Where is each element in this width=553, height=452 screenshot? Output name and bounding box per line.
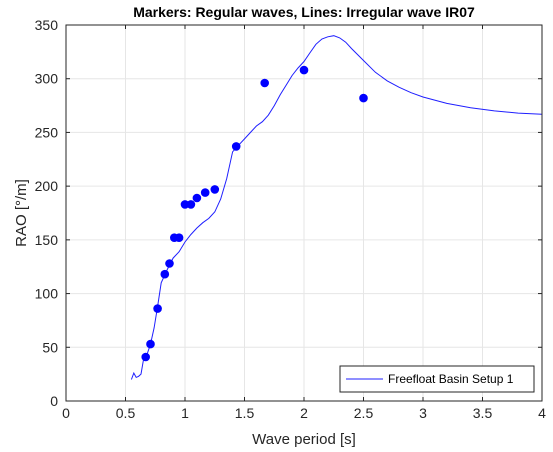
y-tick-labels: 0 50 100 150 200 250 300 350 xyxy=(35,17,59,409)
x-tick-label: 0 xyxy=(62,405,70,421)
y-tick-label: 0 xyxy=(50,393,58,409)
x-tick-label: 1 xyxy=(181,405,189,421)
y-tick-label: 300 xyxy=(35,71,59,87)
x-tick-label: 3.5 xyxy=(473,405,493,421)
axis-ticks xyxy=(65,24,543,402)
data-point xyxy=(153,304,162,313)
y-tick-label: 350 xyxy=(35,17,59,33)
legend: Freefloat Basin Setup 1 xyxy=(339,365,535,393)
legend-series-label: Freefloat Basin Setup 1 xyxy=(388,372,514,386)
y-tick-label: 150 xyxy=(35,232,59,248)
y-tick-label: 250 xyxy=(35,124,59,140)
data-point xyxy=(359,93,368,103)
x-tick-label: 1.5 xyxy=(235,405,255,421)
x-axis-label: Wave period [s] xyxy=(252,431,356,448)
chart-title: Markers: Regular waves, Lines: Irregular… xyxy=(133,4,475,20)
data-point xyxy=(299,65,309,75)
y-tick-label: 50 xyxy=(42,339,58,355)
x-tick-label: 2 xyxy=(300,405,308,421)
x-tick-label: 0.5 xyxy=(116,405,136,421)
y-axis-label: RAO [°/m] xyxy=(13,179,30,247)
x-tick-label: 3 xyxy=(419,405,427,421)
x-tick-labels: 0 0.5 1 1.5 2 2.5 3 3.5 4 xyxy=(62,405,546,421)
data-point xyxy=(200,188,210,197)
data-point xyxy=(180,200,190,209)
x-tick-label: 4 xyxy=(538,405,546,421)
data-point xyxy=(141,352,150,362)
data-point xyxy=(186,200,196,209)
data-point xyxy=(260,78,270,88)
data-point xyxy=(160,269,170,279)
y-tick-label: 100 xyxy=(35,286,59,302)
regular-wave-markers xyxy=(141,65,368,362)
data-point xyxy=(210,185,220,194)
x-tick-label: 2.5 xyxy=(354,405,374,421)
y-tick-label: 200 xyxy=(35,178,59,194)
data-point xyxy=(231,142,241,151)
data-point xyxy=(192,193,202,203)
data-point xyxy=(174,233,184,242)
data-point xyxy=(146,339,155,349)
data-point xyxy=(165,259,174,268)
